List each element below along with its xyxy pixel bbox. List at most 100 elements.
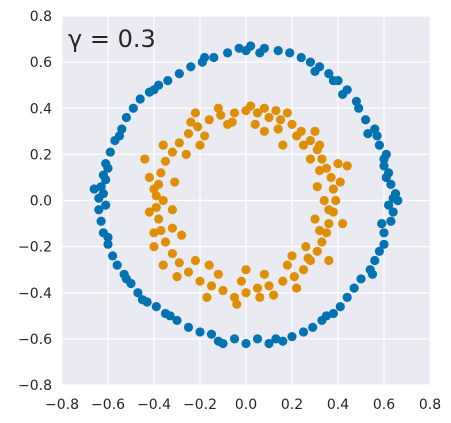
scatter-point-series-1	[393, 195, 403, 206]
scatter-point-series-1	[354, 103, 364, 113]
scatter-point-series-2	[275, 115, 286, 125]
x-tick-label: 0.2	[281, 397, 303, 413]
scatter-point-series-1	[356, 274, 366, 284]
scatter-point-series-1	[271, 334, 281, 344]
scatter-point-series-2	[328, 184, 338, 194]
scatter-point-series-1	[324, 69, 334, 79]
scatter-point-series-1	[381, 172, 391, 183]
scatter-point-series-2	[317, 237, 327, 247]
scatter-point-series-2	[202, 292, 212, 302]
scatter-point-series-2	[227, 117, 237, 127]
scatter-point-series-1	[96, 216, 106, 226]
scatter-point-series-2	[167, 205, 177, 215]
scatter-point-series-2	[338, 218, 348, 229]
scatter-point-series-1	[363, 129, 373, 139]
scatter-point-series-2	[236, 276, 246, 286]
scatter-point-series-2	[282, 260, 292, 270]
scatter-point-series-1	[108, 251, 118, 261]
scatter-point-series-1	[183, 322, 194, 332]
scatter-point-series-1	[103, 239, 113, 249]
scatter-point-series-2	[149, 184, 159, 194]
scatter-point-series-1	[374, 140, 384, 150]
scatter-point-series-2	[218, 285, 228, 296]
scatter-point-series-2	[216, 110, 226, 120]
scatter-point-series-2	[252, 108, 263, 118]
scatter-point-series-2	[333, 159, 343, 169]
x-axis-ticks: −0.8 −0.6 −0.4 −0.2 0.0 0.2 0.4 0.6 0.8	[45, 397, 441, 413]
scatter-point-series-2	[278, 276, 288, 286]
scatter-point-series-2	[315, 140, 325, 150]
x-tick-label: 0.8	[419, 397, 441, 413]
scatter-point-series-2	[174, 258, 184, 268]
scatter-point-series-1	[172, 315, 182, 326]
scatter-point-series-2	[287, 251, 297, 261]
scatter-point-series-1	[338, 89, 348, 100]
scatter-point-series-1	[310, 66, 320, 76]
scatter-point-series-2	[331, 195, 341, 206]
scatter-point-series-2	[252, 283, 263, 293]
y-axis-ticks: −0.8 −0.6 −0.4 −0.2 0.0 0.2 0.4 0.6 0.8	[18, 9, 52, 394]
scatter-point-series-2	[298, 140, 309, 150]
scatter-point-series-2	[292, 131, 302, 141]
scatter-point-series-2	[312, 246, 322, 256]
scatter-point-series-1	[165, 311, 175, 321]
scatter-point-series-2	[190, 108, 200, 118]
grid-lines	[61, 15, 431, 386]
scatter-point-series-2	[204, 115, 214, 125]
scatter-point-series-1	[94, 205, 104, 215]
y-tick-label: −0.8	[18, 378, 52, 394]
scatter-point-series-2	[213, 103, 223, 113]
scatter-point-series-2	[324, 218, 334, 229]
scatter-point-series-1	[328, 75, 338, 86]
scatter-point-series-2	[229, 108, 240, 118]
scatter-point-series-2	[156, 168, 166, 178]
x-tick-label: −0.8	[45, 397, 79, 413]
scatter-point-series-2	[232, 299, 242, 309]
scatter-point-series-2	[319, 195, 329, 206]
scatter-point-series-2	[158, 195, 168, 206]
scatter-point-series-1	[133, 288, 143, 298]
y-tick-label: −0.2	[18, 240, 52, 256]
scatter-point-series-1	[195, 327, 205, 337]
scatter-point-series-2	[303, 253, 313, 263]
x-tick-label: −0.6	[91, 397, 125, 413]
scatter-point-series-2	[177, 230, 187, 240]
scatter-point-series-1	[149, 85, 159, 95]
scatter-point-series-2	[315, 165, 325, 176]
gamma-annotation: γ = 0.3	[68, 25, 156, 53]
scatter-point-series-2	[144, 172, 154, 183]
scatter-point-series-1	[321, 311, 332, 321]
scatter-point-series-2	[287, 119, 297, 129]
scatter-point-series-1	[114, 131, 125, 141]
scatter-point-series-2	[301, 242, 311, 252]
scatter-point-series-2	[264, 281, 274, 291]
scatter-point-series-1	[137, 295, 148, 305]
scatter-point-series-1	[101, 200, 111, 210]
scatter-point-series-1	[103, 232, 113, 242]
scatter-point-series-2	[259, 103, 269, 113]
scatter-point-series-2	[140, 154, 150, 164]
scatter-point-series-2	[278, 140, 288, 150]
scatter-point-series-2	[195, 140, 205, 150]
scatter-point-series-2	[190, 255, 200, 266]
scatter-point-series-1	[200, 52, 210, 63]
x-tick-label: −0.2	[183, 397, 217, 413]
scatter-point-series-2	[246, 101, 256, 111]
scatter-point-series-2	[167, 147, 177, 157]
scatter-point-series-1	[98, 188, 108, 199]
scatter-point-series-2	[342, 161, 352, 171]
x-tick-label: 0.0	[235, 397, 257, 413]
scatter-point-series-2	[167, 223, 177, 233]
scatter-point-series-1	[335, 301, 345, 312]
scatter-point-series-1	[223, 48, 233, 58]
scatter-point-series-2	[310, 126, 320, 136]
scatter-point-series-1	[379, 161, 389, 171]
scatter-point-series-2	[321, 228, 332, 238]
scatter-point-series-2	[229, 292, 240, 302]
scatter-point-series-1	[370, 255, 380, 266]
scatter-point-series-1	[163, 75, 173, 86]
scatter-point-series-2	[186, 117, 196, 127]
data-points	[89, 41, 403, 349]
y-tick-label: 0.0	[30, 194, 52, 210]
